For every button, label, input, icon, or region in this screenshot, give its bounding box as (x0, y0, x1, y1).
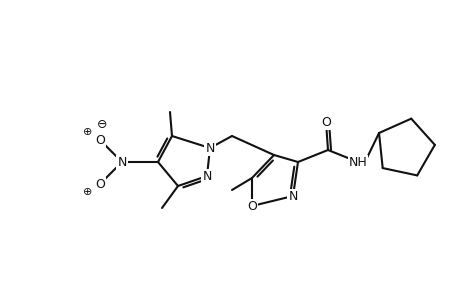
Text: ⊕: ⊕ (83, 187, 92, 197)
Text: N: N (288, 190, 297, 202)
Text: N: N (202, 169, 211, 182)
Text: O: O (246, 200, 257, 212)
Text: O: O (320, 116, 330, 128)
Text: NH: NH (348, 155, 367, 169)
Text: ⊕: ⊕ (83, 127, 92, 137)
Text: O: O (95, 178, 105, 190)
Text: O: O (95, 134, 105, 146)
Text: N: N (117, 155, 126, 169)
Text: N: N (205, 142, 214, 154)
Text: ⊖: ⊖ (96, 118, 107, 130)
